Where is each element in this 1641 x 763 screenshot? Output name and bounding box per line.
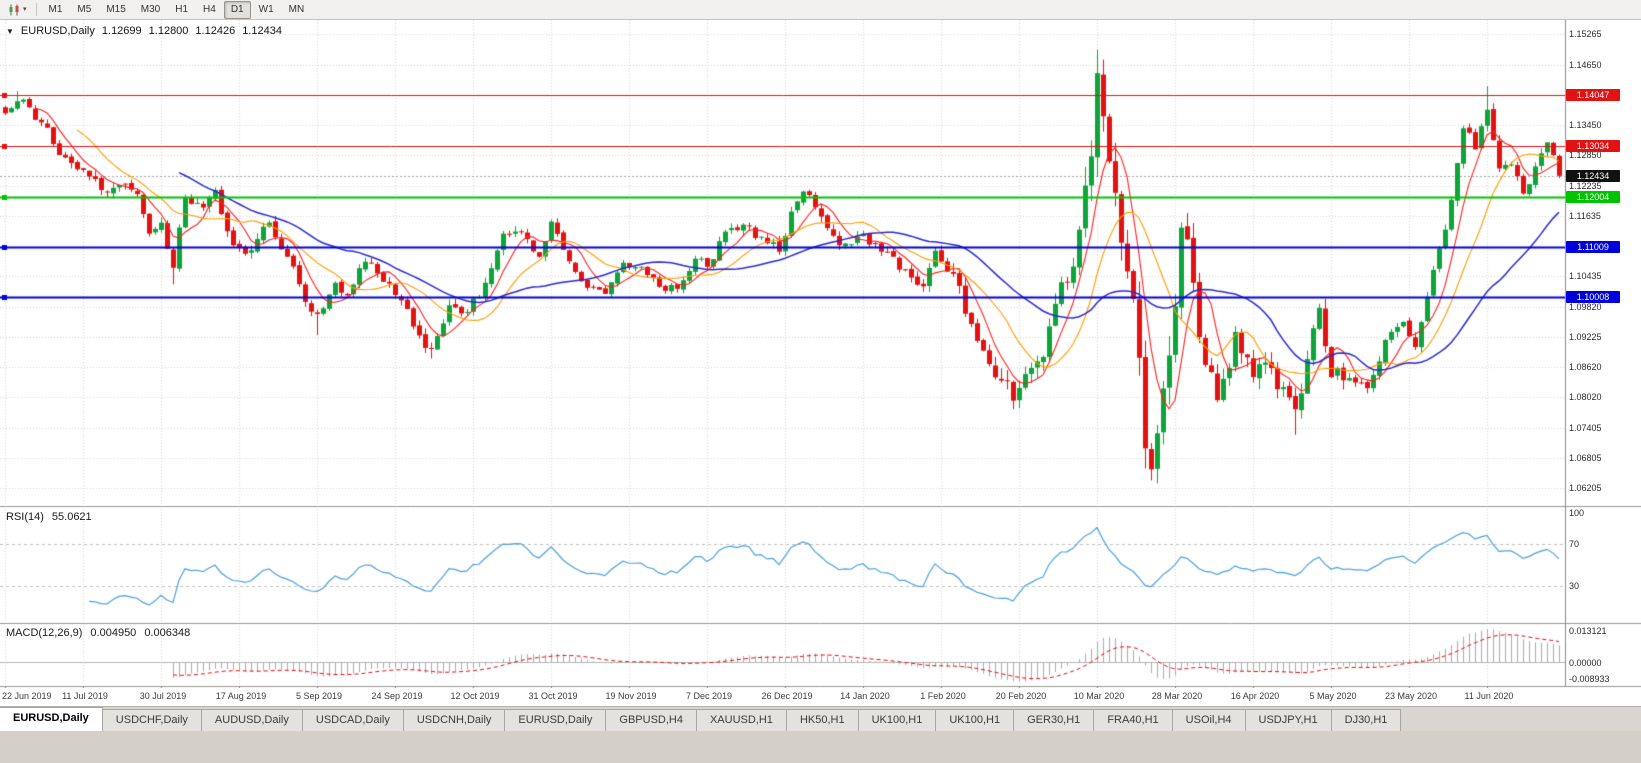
timeframe-button-d1[interactable]: D1	[223, 0, 251, 19]
macd-signal-value: 0.006348	[144, 627, 191, 639]
chart-tab-audusd-daily[interactable]: AUDUSD,Daily	[200, 709, 303, 731]
chart-header: ▼ EURUSD,Daily 1.12699 1.12800 1.12426 1…	[6, 25, 282, 37]
price-axis-label: 1.15265	[1569, 28, 1602, 39]
chart-tab-gbpusd-h4[interactable]: GBPUSD,H4	[605, 709, 697, 731]
time-axis-label: 26 Dec 2019	[761, 691, 813, 701]
chart-tab-uk100-h1[interactable]: UK100,H1	[935, 709, 1015, 731]
chart-tab-usdcad-daily[interactable]: USDCAD,Daily	[301, 709, 404, 731]
price-level-label: 1.13034	[1566, 139, 1620, 152]
time-axis-label: 5 May 2020	[1309, 691, 1357, 701]
chart-tab-ger30-h1[interactable]: GER30,H1	[1013, 709, 1095, 731]
price-axis-label: 1.06805	[1569, 453, 1602, 464]
timeframe-button-w1[interactable]: W1	[258, 3, 274, 15]
price-axis-label: 1.09225	[1569, 331, 1602, 342]
price-axis-label: 1.08020	[1569, 392, 1602, 403]
chart-tab-xauusd-h1[interactable]: XAUUSD,H1	[695, 709, 787, 731]
chart-tab-eurusd-daily[interactable]: EURUSD,Daily	[504, 709, 607, 731]
macd-axis-label: -0.008933	[1569, 674, 1610, 684]
time-axis-label: 31 Oct 2019	[528, 691, 578, 701]
price-level-label: 1.14047	[1566, 88, 1620, 101]
rsi-axis-label: 70	[1569, 539, 1580, 550]
time-axis-label: 28 Mar 2020	[1151, 691, 1203, 701]
dropdown-caret-icon: ▾	[23, 5, 27, 13]
macd-indicator-label: MACD(12,26,9) 0.004950 0.006348	[6, 627, 190, 639]
price-axis-label: 1.12850	[1569, 149, 1602, 160]
rsi-indicator-label: RSI(14) 55.0621	[6, 511, 92, 523]
time-axis-label: 16 Apr 2020	[1230, 691, 1280, 701]
price-axis-label: 1.14650	[1569, 59, 1602, 70]
chart-tab-eurusd-daily[interactable]: EURUSD,Daily	[0, 707, 103, 731]
macd-name: MACD(12,26,9)	[6, 627, 83, 639]
timeframe-button-m5[interactable]: M5	[77, 3, 92, 15]
chart-tab-fra40-h1[interactable]: FRA40,H1	[1093, 709, 1173, 731]
symbol-dropdown-icon[interactable]: ▼	[6, 26, 14, 36]
timeframe-button-m1[interactable]: M1	[48, 3, 63, 15]
time-axis-label: 23 May 2020	[1384, 691, 1438, 701]
price-axis-label: 1.13450	[1569, 119, 1602, 130]
macd-axis-label: 0.00000	[1569, 657, 1602, 668]
chart-tab-usdchf-daily[interactable]: USDCHF,Daily	[101, 709, 202, 731]
time-axis-label: 11 Jul 2019	[62, 691, 108, 701]
time-axis-label: 17 Aug 2019	[215, 691, 267, 701]
price-axis-label: 1.07405	[1569, 423, 1602, 433]
timeframe-button-m30[interactable]: M30	[140, 3, 161, 15]
chart-area: ▼ EURUSD,Daily 1.12699 1.12800 1.12426 1…	[0, 20, 1641, 706]
time-axis-label: 5 Sep 2019	[295, 691, 343, 701]
price-level-label: 1.10008	[1566, 291, 1620, 304]
chart-tab-usoil-h4[interactable]: USOil,H4	[1171, 709, 1246, 731]
price-axis-label: 1.11635	[1569, 210, 1601, 221]
time-axis-label: 10 Mar 2020	[1073, 691, 1125, 701]
price-level-label: 1.12004	[1566, 191, 1620, 204]
timeframe-button-mn[interactable]: MN	[288, 3, 305, 15]
time-axis-label: 30 Jul 2019	[139, 691, 187, 701]
time-axis-label: 22 Jun 2019	[2, 691, 52, 701]
toolbar-separator	[35, 3, 37, 16]
status-area	[0, 731, 1641, 763]
timeframe-button-h1[interactable]: H1	[175, 3, 189, 15]
time-axis-label: 19 Nov 2019	[605, 691, 657, 701]
chart-tab-dj30-h1[interactable]: DJ30,H1	[1330, 709, 1402, 731]
chart-tabs-bar: EURUSD,Daily USDCHF,Daily AUDUSD,Daily USDC…	[0, 706, 1641, 731]
chart-tab-uk100-h1[interactable]: UK100,H1	[857, 709, 937, 731]
time-axis-label: 14 Jan 2020	[840, 691, 890, 701]
candlestick-chart-icon	[9, 4, 19, 15]
time-axis-label: 1 Feb 2020	[920, 691, 966, 701]
chart-symbol-label: EURUSD,Daily	[20, 25, 95, 37]
price-chart-canvas[interactable]	[0, 20, 1641, 688]
time-axis-label: 20 Feb 2020	[995, 691, 1047, 701]
chart-type-dropdown-button[interactable]: ▾	[4, 1, 31, 19]
macd-main-value: 0.004950	[90, 627, 137, 639]
current-price-label: 1.12434	[1566, 169, 1620, 182]
ohlc-open: 1.12699	[101, 25, 142, 37]
ohlc-high: 1.12800	[148, 25, 189, 37]
top-toolbar: ▾ M1 M5 M15 M30 H1 H4 D1 W1 MN	[0, 0, 1641, 20]
rsi-value: 55.0621	[51, 511, 92, 523]
timeframe-button-m15[interactable]: M15	[106, 3, 126, 15]
price-axis-label: 1.08620	[1569, 362, 1602, 373]
price-axis-label: 1.12235	[1569, 180, 1602, 191]
rsi-name: RSI(14)	[6, 511, 44, 523]
chart-tab-hk50-h1[interactable]: HK50,H1	[785, 709, 859, 731]
price-level-label: 1.11009	[1566, 241, 1620, 254]
ohlc-close: 1.12434	[242, 25, 282, 37]
timeframe-button-group: M1 M5 M15 M30 H1 H4 D1 W1 MN	[42, 0, 312, 19]
time-axis-label: 7 Dec 2019	[685, 691, 733, 701]
ohlc-low: 1.12426	[195, 25, 236, 37]
chart-tab-usdcnh-daily[interactable]: USDCNH,Daily	[402, 709, 506, 731]
price-axis-label: 1.09820	[1569, 301, 1602, 312]
macd-axis-label: 0.013121	[1569, 626, 1607, 636]
rsi-axis-label: 100	[1569, 508, 1585, 518]
time-axis-label: 24 Sep 2019	[371, 691, 423, 701]
time-axis-label: 11 Jun 2020	[1464, 691, 1514, 701]
time-axis-label: 12 Oct 2019	[450, 691, 500, 701]
price-axis-label: 1.06205	[1569, 483, 1602, 494]
price-axis-label: 1.10435	[1569, 271, 1602, 282]
rsi-axis-label: 30	[1569, 580, 1580, 591]
chart-tab-usdjpy-h1[interactable]: USDJPY,H1	[1244, 709, 1332, 731]
timeframe-button-h4[interactable]: H4	[203, 3, 216, 15]
